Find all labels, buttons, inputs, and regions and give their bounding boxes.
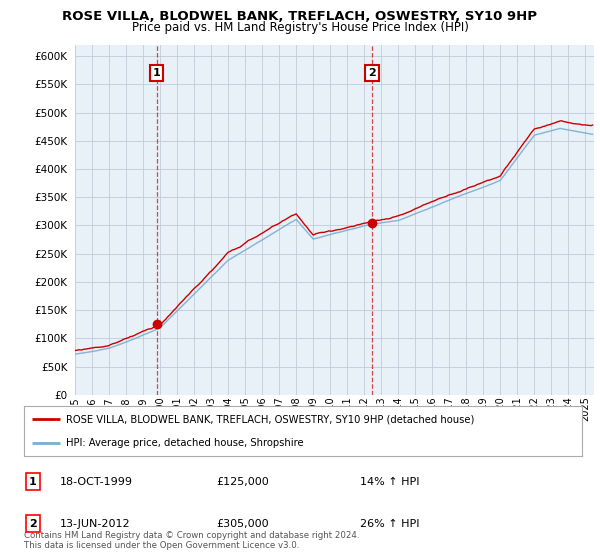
Text: 26% ↑ HPI: 26% ↑ HPI (360, 519, 419, 529)
Text: £125,000: £125,000 (216, 477, 269, 487)
Text: 2: 2 (368, 68, 376, 78)
Text: ROSE VILLA, BLODWEL BANK, TREFLACH, OSWESTRY, SY10 9HP: ROSE VILLA, BLODWEL BANK, TREFLACH, OSWE… (62, 10, 538, 23)
Text: 2: 2 (29, 519, 37, 529)
Text: 18-OCT-1999: 18-OCT-1999 (60, 477, 133, 487)
Text: ROSE VILLA, BLODWEL BANK, TREFLACH, OSWESTRY, SY10 9HP (detached house): ROSE VILLA, BLODWEL BANK, TREFLACH, OSWE… (66, 414, 474, 424)
Text: Price paid vs. HM Land Registry's House Price Index (HPI): Price paid vs. HM Land Registry's House … (131, 21, 469, 34)
Text: Contains HM Land Registry data © Crown copyright and database right 2024.
This d: Contains HM Land Registry data © Crown c… (24, 530, 359, 550)
Text: 14% ↑ HPI: 14% ↑ HPI (360, 477, 419, 487)
Text: HPI: Average price, detached house, Shropshire: HPI: Average price, detached house, Shro… (66, 438, 304, 449)
Text: 13-JUN-2012: 13-JUN-2012 (60, 519, 131, 529)
Text: 1: 1 (29, 477, 37, 487)
Text: 1: 1 (152, 68, 160, 78)
Text: £305,000: £305,000 (216, 519, 269, 529)
